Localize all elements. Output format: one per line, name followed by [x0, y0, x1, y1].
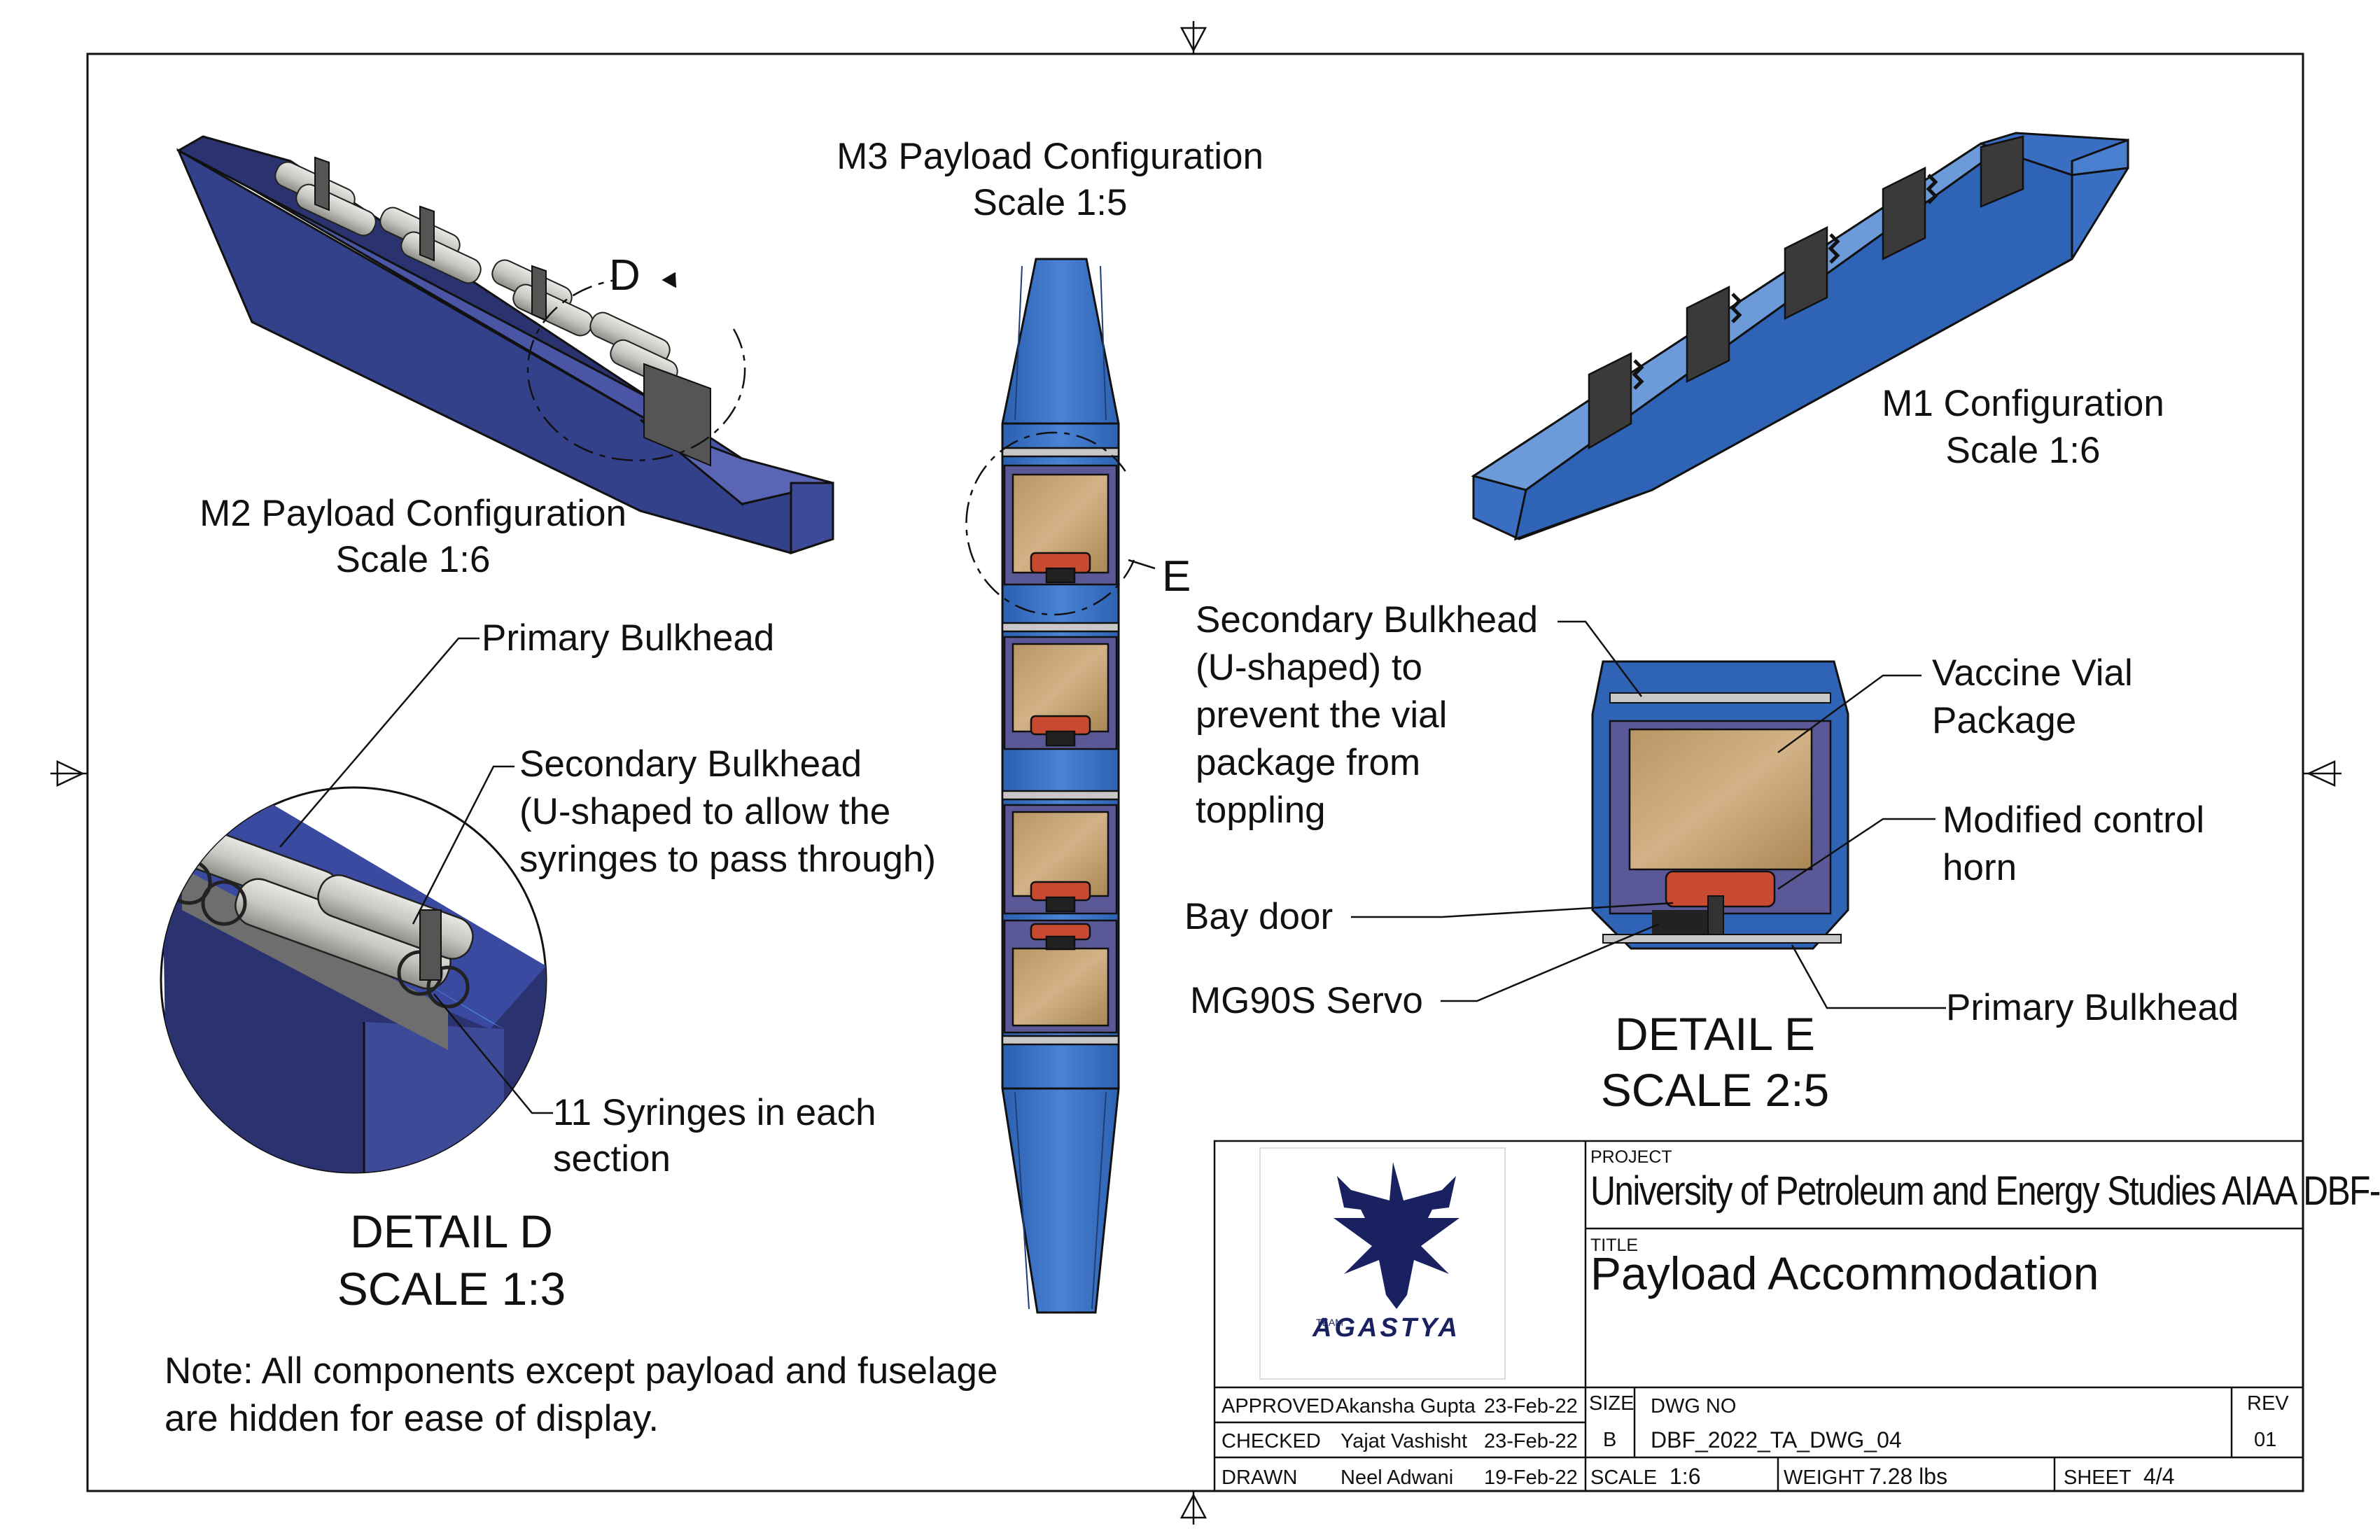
approved-date: 23-Feb-22: [1484, 1395, 1578, 1418]
scale-label: SCALE: [1590, 1466, 1658, 1489]
m1-view-scale: Scale 1:6: [1945, 430, 2101, 471]
detail-e-scale: SCALE 2:5: [1600, 1064, 1830, 1116]
detail-d-scale: SCALE 1:3: [337, 1263, 566, 1315]
detail-d-view: [160, 786, 547, 1174]
detail-e-secondary-bulkhead-label-3: prevent the vial: [1196, 694, 1448, 736]
title-label: TITLE: [1590, 1236, 1639, 1255]
sheet-label: SHEET: [2064, 1466, 2132, 1489]
scale-value: 1:6: [1670, 1464, 1701, 1489]
detail-d-marker: [526, 272, 746, 461]
m2-view-title: M2 Payload Configuration: [200, 493, 626, 534]
detail-d-marker-label: D: [609, 251, 640, 300]
detail-d-primary-bulkhead-label: Primary Bulkhead: [482, 617, 775, 659]
centering-marks: [50, 21, 2342, 1525]
detail-e-secondary-bulkhead-label-4: package from: [1196, 742, 1421, 783]
m1-view-title: M1 Configuration: [1882, 383, 2164, 424]
m2-view-scale: Scale 1:6: [335, 539, 491, 580]
detail-e-vial-label-2: Package: [1932, 700, 2077, 741]
m1-fuselage-view: [1471, 132, 2129, 541]
detail-e-bay-door-label: Bay door: [1184, 896, 1334, 937]
checked-date: 23-Feb-22: [1484, 1430, 1578, 1452]
project-name: University of Petroleum and Energy Studi…: [1590, 1168, 2380, 1214]
detail-d-secondary-bulkhead-label-2: (U-shaped to allow the: [519, 791, 891, 832]
detail-e-horn-label-1: Modified control: [1942, 799, 2205, 841]
project-label: PROJECT: [1590, 1147, 1672, 1167]
checked-name: Yajat Vashisht: [1340, 1430, 1468, 1452]
team-logo: [1334, 1162, 1460, 1309]
m3-fuselage-view: [965, 258, 1156, 1314]
drawn-label: DRAWN: [1222, 1466, 1298, 1489]
detail-e-horn-label-2: horn: [1942, 847, 2017, 888]
note-line-2: are hidden for ease of display.: [164, 1398, 659, 1439]
detail-e-primary-bulkhead-label: Primary Bulkhead: [1946, 987, 2239, 1028]
detail-e-marker-label: E: [1162, 552, 1191, 601]
note-line-1: Note: All components except payload and …: [164, 1350, 998, 1392]
drawn-name: Neel Adwani: [1340, 1466, 1454, 1489]
weight-label: WEIGHT: [1784, 1466, 1865, 1489]
detail-e-secondary-bulkhead-label-5: toppling: [1196, 790, 1326, 831]
detail-e-title: DETAIL E: [1614, 1008, 1816, 1060]
detail-e-servo-label: MG90S Servo: [1190, 980, 1423, 1021]
approved-label: APPROVED: [1222, 1395, 1335, 1418]
sheet-border: [86, 52, 2304, 1492]
detail-e-secondary-bulkhead-label-2: (U-shaped) to: [1196, 647, 1423, 688]
detail-d-title: DETAIL D: [350, 1205, 553, 1257]
approved-name: Akansha Gupta: [1336, 1395, 1476, 1418]
size-label: SIZE: [1589, 1392, 1634, 1415]
detail-d-syringes-label-2: section: [553, 1138, 671, 1180]
detail-e-view: [1591, 660, 1849, 950]
title-block-frame: [1213, 1140, 2304, 1492]
logo-name-text: AGASTYA: [1312, 1313, 1460, 1343]
m3-view-title: M3 Payload Configuration: [836, 136, 1264, 177]
detail-d-secondary-bulkhead-label-1: Secondary Bulkhead: [519, 743, 862, 785]
leader-lines: [279, 620, 1946, 1114]
detail-d-syringes-label-1: 11 Syringes in each: [553, 1092, 876, 1133]
m2-fuselage-view: [176, 135, 834, 555]
rev-label: REV: [2247, 1392, 2289, 1415]
logo-team-text: TEAM: [1316, 1317, 1343, 1328]
drawn-date: 19-Feb-22: [1484, 1466, 1578, 1489]
drawing-title: Payload Accommodation: [1590, 1247, 2099, 1299]
m3-view-scale: Scale 1:5: [972, 182, 1128, 223]
weight-value: 7.28 lbs: [1869, 1464, 1948, 1489]
size-value: B: [1603, 1429, 1617, 1451]
sheet-value: 4/4: [2143, 1464, 2175, 1489]
detail-e-secondary-bulkhead-label-1: Secondary Bulkhead: [1196, 599, 1539, 640]
dwg-no-value: DBF_2022_TA_DWG_04: [1651, 1427, 1902, 1452]
rev-value: 01: [2254, 1429, 2277, 1451]
checked-label: CHECKED: [1222, 1430, 1321, 1452]
detail-e-vial-label-1: Vaccine Vial: [1932, 652, 2133, 694]
detail-d-secondary-bulkhead-label-3: syringes to pass through): [519, 839, 937, 880]
dwg-no-label: DWG NO: [1651, 1395, 1737, 1418]
